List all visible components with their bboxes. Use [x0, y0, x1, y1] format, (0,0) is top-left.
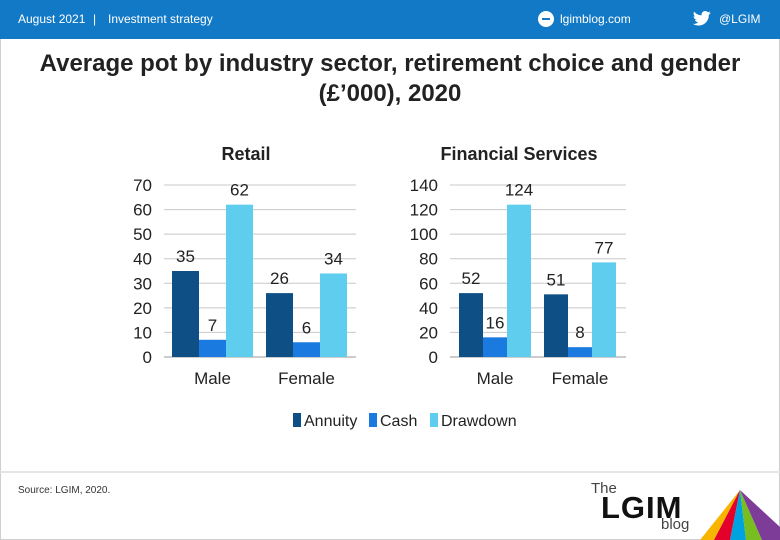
bar [226, 204, 253, 357]
y-tick-label: 40 [133, 250, 152, 269]
y-tick-label: 80 [419, 250, 438, 269]
twitter-icon [693, 11, 711, 26]
bar [507, 204, 531, 357]
data-label: 62 [230, 181, 249, 200]
bar [199, 339, 226, 357]
y-tick-label: 120 [410, 201, 438, 220]
chart-area: Retail 0 10 20 30 40 50 60 70 35 7 62 Male 26 6 34 Femal… [133, 144, 626, 430]
bar [320, 273, 347, 357]
data-label: 16 [486, 313, 505, 332]
bar [266, 293, 293, 357]
blog-icon [538, 11, 554, 27]
header-category[interactable]: Investment strategy [108, 12, 213, 26]
y-tick-label: 70 [133, 176, 152, 195]
blog-link[interactable]: lgimblog.com [560, 12, 631, 26]
data-label: 7 [208, 316, 217, 335]
logo-lgim: LGIM [601, 490, 683, 525]
y-tick-label: 20 [419, 323, 438, 342]
y-tick-label: 0 [143, 348, 152, 367]
y-tick-label: 0 [429, 348, 438, 367]
legend-label: Drawdown [441, 413, 517, 430]
y-tick-label: 140 [410, 176, 438, 195]
header-bar: August 2021 | Investment strategy lgimbl… [0, 0, 780, 39]
twitter-handle[interactable]: @LGIM [719, 12, 761, 26]
footer-divider [0, 471, 780, 473]
y-tick-label: 100 [410, 225, 438, 244]
x-tick-label: Male [477, 369, 514, 388]
x-tick-label: Female [278, 369, 335, 388]
page-title: Average pot by industry sector, retireme… [0, 49, 780, 109]
logo-blog: blog [661, 516, 690, 533]
bar [544, 294, 568, 357]
bar [483, 337, 507, 357]
y-tick-label: 40 [419, 299, 438, 318]
logo-the: The [591, 480, 617, 497]
bar [293, 342, 320, 357]
legend-label: Cash [380, 413, 417, 430]
data-label: 124 [505, 181, 533, 200]
data-label: 26 [270, 269, 289, 288]
title-line-2: (£’000), 2020 [318, 80, 462, 107]
chart-title: Financial Services [440, 144, 597, 164]
source-note: Source: LGIM, 2020. [18, 485, 111, 496]
legend-label: Annuity [304, 413, 357, 430]
header-date: August 2021 [18, 12, 86, 26]
legend-swatch [430, 413, 438, 427]
y-tick-label: 10 [133, 323, 152, 342]
chart-title: Retail [221, 144, 270, 164]
y-tick-label: 30 [133, 274, 152, 293]
y-tick-label: 60 [133, 201, 152, 220]
legend-swatch [293, 413, 301, 427]
bar [172, 271, 199, 357]
data-label: 51 [547, 270, 566, 289]
bar [459, 293, 483, 357]
bar [592, 262, 616, 357]
y-tick-label: 50 [133, 225, 152, 244]
y-tick-label: 20 [133, 299, 152, 318]
data-label: 34 [324, 249, 343, 268]
title-line-1: Average pot by industry sector, retireme… [39, 50, 741, 77]
x-tick-label: Male [194, 369, 231, 388]
y-tick-label: 60 [419, 274, 438, 293]
data-label: 52 [462, 269, 481, 288]
data-label: 8 [575, 323, 584, 342]
data-label: 77 [595, 238, 614, 257]
umbrella-logo-icon [700, 490, 780, 540]
data-label: 6 [302, 318, 311, 337]
header-separator: | [93, 12, 97, 26]
data-label: 35 [176, 247, 195, 266]
legend-swatch [369, 413, 377, 427]
bar [568, 347, 592, 357]
x-tick-label: Female [552, 369, 609, 388]
